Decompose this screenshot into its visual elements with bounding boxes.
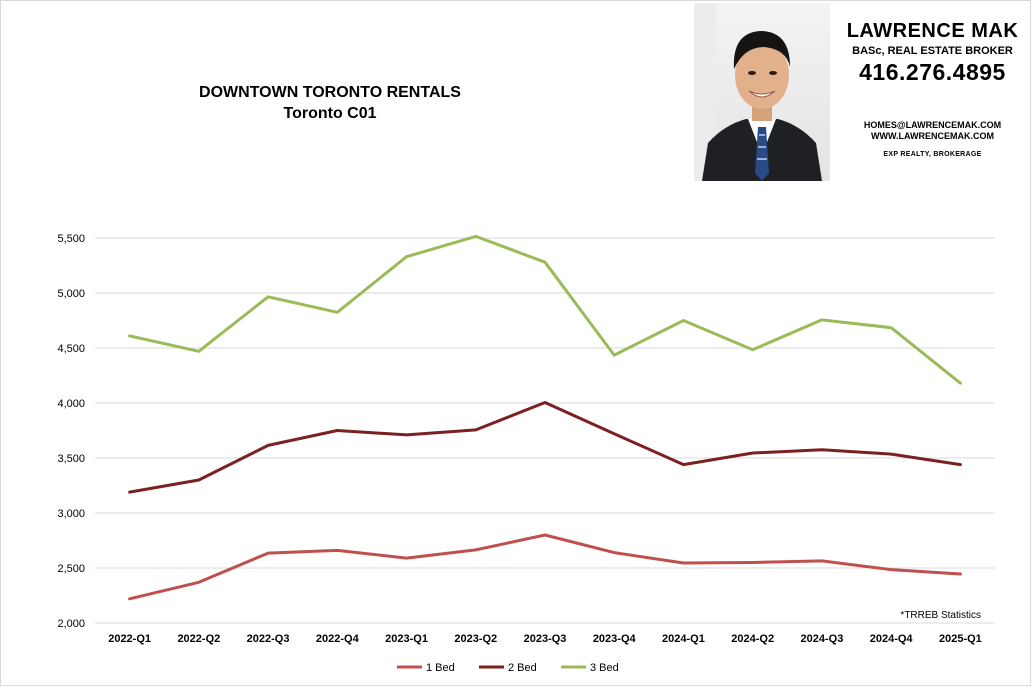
x-tick-label: 2022-Q3 (247, 633, 290, 645)
data-point (544, 534, 546, 536)
y-tick-label: 4,500 (57, 343, 85, 355)
y-tick-label: 2,000 (57, 618, 85, 630)
legend-label: 1 Bed (426, 662, 455, 674)
data-point (474, 429, 477, 431)
agent-photo (694, 3, 830, 181)
agent-email: HOMES@LAWRENCEMAK.COM (863, 120, 1002, 130)
x-tick-label: 2023-Q4 (593, 633, 637, 645)
x-tick-label: 2023-Q2 (454, 633, 497, 645)
data-point (198, 350, 200, 353)
data-point (128, 491, 131, 493)
x-tick-label: 2022-Q2 (177, 633, 220, 645)
data-point (405, 557, 408, 559)
data-point (405, 255, 408, 258)
series-line-2-bed (128, 401, 962, 494)
data-point (890, 568, 892, 571)
agent-website: WWW.LAWRENCEMAK.COM (871, 131, 994, 141)
x-tick-label: 2023-Q3 (524, 633, 567, 645)
data-point (751, 348, 754, 351)
data-point (682, 463, 685, 466)
chart-title: DOWNTOWN TORONTO RENTALS (199, 84, 461, 101)
data-point (405, 434, 408, 436)
x-tick-label: 2023-Q1 (385, 633, 428, 645)
data-point (821, 448, 823, 451)
source-note: *TRREB Statistics (900, 610, 981, 621)
data-point (198, 479, 200, 481)
data-point (336, 311, 339, 314)
x-tick-label: 2022-Q4 (316, 633, 360, 645)
y-tick-label: 3,000 (57, 508, 85, 520)
data-point (890, 453, 892, 455)
data-point (959, 573, 962, 575)
data-point (751, 452, 754, 454)
data-point (267, 444, 269, 447)
x-axis-ticks: 2022-Q1 2022-Q2 2022-Q3 2022-Q4 2023-Q1 2023-… (108, 633, 982, 645)
data-point (613, 551, 616, 554)
y-tick-label: 3,500 (57, 453, 85, 465)
data-point (544, 401, 546, 404)
agent-phone: 416.276.4895 (859, 59, 1006, 85)
y-tick-label: 4,000 (57, 398, 85, 410)
series-line-1-bed (128, 533, 962, 601)
data-point (821, 560, 823, 562)
legend: 1 Bed 2 Bed 3 Bed (397, 662, 619, 674)
chart-subtitle: Toronto C01 (283, 105, 377, 122)
data-point (336, 429, 339, 432)
y-tick-label: 5,500 (57, 233, 85, 245)
x-tick-label: 2024-Q3 (801, 633, 844, 645)
data-point (336, 549, 339, 552)
data-point (959, 382, 962, 385)
series-line-3-bed (128, 234, 962, 385)
data-point (267, 552, 269, 554)
data-point (128, 598, 131, 600)
data-point (751, 561, 754, 564)
x-tick-label: 2024-Q1 (662, 633, 705, 645)
data-point (267, 296, 269, 298)
data-point (821, 319, 823, 321)
data-point (682, 562, 685, 564)
data-point (544, 261, 546, 264)
y-tick-label: 2,500 (57, 563, 85, 575)
y-tick-label: 5,000 (57, 288, 85, 300)
x-tick-label: 2025-Q1 (939, 633, 982, 645)
data-point (613, 354, 616, 356)
x-tick-label: 2024-Q2 (731, 633, 774, 645)
agent-name: LAWRENCE MAK (846, 20, 1019, 42)
data-point (613, 433, 616, 435)
y-axis-ticks: 2,000 2,500 3,000 3,500 4,000 4,500 5,000 5,500 (57, 233, 85, 630)
data-point (959, 463, 962, 466)
data-point (474, 235, 477, 238)
x-tick-label: 2022-Q1 (108, 633, 151, 645)
legend-label: 3 Bed (590, 662, 619, 674)
data-point (128, 335, 131, 337)
agent-card: LAWRENCE MAK BASc, REAL ESTATE BROKER 41… (840, 20, 1025, 158)
data-point (198, 581, 200, 584)
data-point (474, 549, 477, 551)
x-tick-label: 2024-Q4 (870, 633, 914, 645)
legend-label: 2 Bed (508, 662, 537, 674)
data-point (890, 326, 892, 329)
title-block: DOWNTOWN TORONTO RENTALS Toronto C01 (150, 84, 510, 123)
agent-role: BASc, REAL ESTATE BROKER (852, 45, 1013, 57)
data-point (682, 319, 685, 322)
series-lines (128, 234, 962, 601)
agent-brokerage: EXP REALTY, BROKERAGE (883, 151, 982, 158)
